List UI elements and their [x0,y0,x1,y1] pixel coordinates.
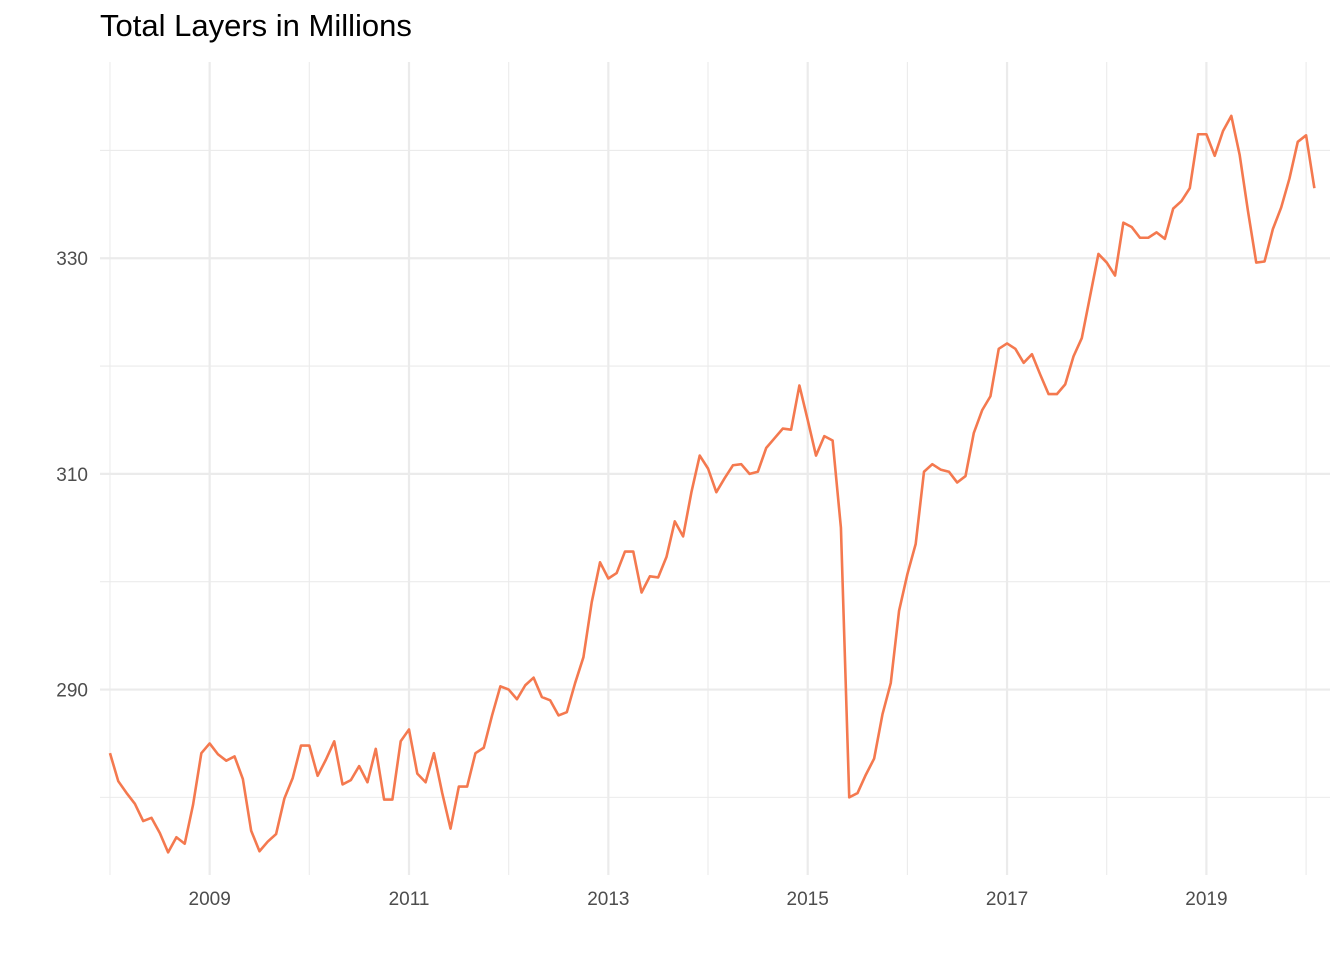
y-tick-label: 330 [56,249,88,270]
series-line [108,114,1316,854]
x-axis: 2009 2011 2013 2015 2017 2019 [189,889,1228,910]
x-tick-label: 2013 [587,889,629,910]
major-gridlines [100,62,1330,875]
y-tick-label: 290 [56,681,88,702]
chart-title: Total Layers in Millions [100,8,412,43]
x-tick-label: 2009 [189,889,231,910]
x-tick-label: 2019 [1185,889,1227,910]
minor-gridlines [100,62,1330,875]
y-axis: 290 310 330 [56,249,88,701]
series-layer [108,114,1316,854]
y-tick-label: 310 [56,465,88,486]
x-tick-label: 2015 [787,889,829,910]
x-tick-label: 2017 [986,889,1028,910]
x-tick-label: 2011 [389,889,430,910]
